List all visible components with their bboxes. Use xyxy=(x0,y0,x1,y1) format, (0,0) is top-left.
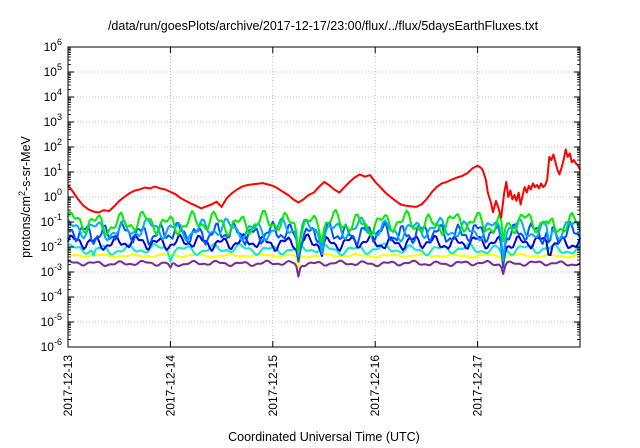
x-axis-label: Coordinated Universal Time (UTC) xyxy=(228,430,420,444)
y-tick-label: 10-6 xyxy=(41,337,62,354)
x-tick-label: 2017-12-15 xyxy=(266,355,280,417)
series-layer xyxy=(67,148,581,278)
x-tick-label: 2017-12-14 xyxy=(163,355,177,417)
x-tick-label: 2017-12-17 xyxy=(471,355,485,417)
series-line-0 xyxy=(67,148,581,219)
y-tick-label: 106 xyxy=(44,37,62,54)
y-tick-label: 10-3 xyxy=(41,262,62,279)
y-tick-label: 101 xyxy=(44,162,62,179)
series-line-1 xyxy=(67,208,581,254)
y-tick-label: 10-5 xyxy=(41,312,62,329)
y-tick-label: 10-1 xyxy=(41,212,62,229)
chart-title: /data/run/goesPlots/archive/2017-12-17/2… xyxy=(108,19,539,33)
y-tick-label: 103 xyxy=(44,112,62,129)
x-tick-label: 2017-12-13 xyxy=(61,355,75,417)
x-tick-label: 2017-12-16 xyxy=(368,355,382,417)
y-tick-label: 105 xyxy=(44,62,62,79)
y-tick-label: 10-2 xyxy=(41,237,62,254)
series-line-7 xyxy=(67,259,581,278)
y-axis: 10-6 10-5 10-4 10-3 10-2 10-1 100 101 102 103 104 1… xyxy=(41,37,580,354)
y-tick-label: 10-4 xyxy=(41,287,62,304)
y-tick-label: 104 xyxy=(44,87,62,104)
series-line-6 xyxy=(67,252,581,268)
y-tick-label: 102 xyxy=(44,137,62,154)
x-axis: 2017-12-13 2017-12-14 2017-12-15 2017-12-16… xyxy=(61,47,485,416)
y-axis-label: protons/cm2-s-sr-MeV xyxy=(17,135,33,257)
y-tick-label: 100 xyxy=(44,187,62,204)
